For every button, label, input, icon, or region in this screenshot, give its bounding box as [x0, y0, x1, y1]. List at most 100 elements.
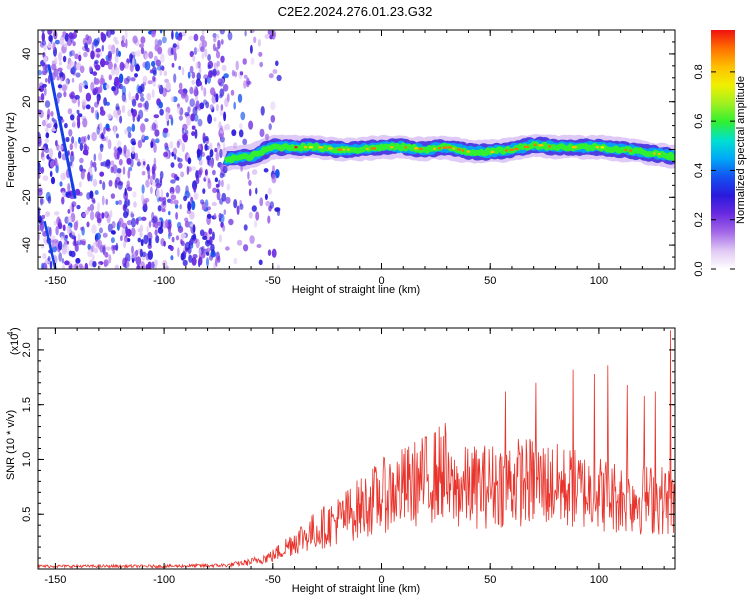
noise-blob — [119, 83, 123, 90]
noise-blob — [40, 221, 44, 232]
noise-blob — [152, 216, 158, 224]
noise-blob — [130, 138, 136, 145]
noise-blob — [146, 166, 150, 171]
spectrogram-panel: -150 -100 -50 0 50 100 -40 -20 0 20 40 Height of s… — [5, 29, 676, 296]
x-tick-label: 0 — [378, 275, 384, 287]
noise-blob — [121, 35, 125, 43]
noise-blob — [124, 187, 127, 196]
noise-blob — [259, 61, 264, 68]
noise-blob — [92, 161, 97, 168]
noise-blob — [107, 52, 112, 61]
noise-blob — [126, 157, 132, 165]
noise-blob — [259, 197, 264, 207]
x-tick-label: 100 — [590, 574, 608, 586]
noise-blob — [65, 136, 70, 143]
noise-blob — [189, 86, 194, 95]
noise-blob — [118, 199, 123, 205]
noise-blob — [169, 186, 175, 195]
noise-blob — [123, 77, 130, 85]
noise-blob — [181, 250, 187, 260]
noise-blob — [121, 228, 127, 238]
noise-blob — [85, 34, 89, 41]
noise-blob — [101, 44, 105, 52]
noise-blob — [162, 259, 168, 268]
noise-blob — [141, 251, 147, 258]
snr-scale-exponent: 4 — [6, 331, 15, 336]
noise-blob — [100, 31, 104, 38]
colorbar-tick-label: 0.0 — [693, 261, 705, 276]
noise-blob — [59, 36, 65, 46]
noise-blob — [101, 134, 105, 140]
noise-blob — [206, 251, 210, 256]
noise-blob — [78, 181, 82, 188]
noise-blob — [194, 128, 198, 139]
noise-blob — [271, 30, 277, 38]
noise-blob — [105, 135, 109, 143]
noise-blob — [87, 134, 90, 141]
noise-blob — [187, 157, 192, 165]
noise-blob — [64, 234, 68, 239]
noise-blob — [94, 101, 99, 108]
noise-blob — [38, 182, 42, 187]
noise-blob — [154, 129, 160, 137]
noise-blob — [269, 201, 274, 209]
noise-blob — [75, 62, 82, 71]
noise-blob — [147, 231, 153, 242]
noise-blob — [238, 129, 244, 138]
ridge-peak — [366, 147, 369, 150]
noise-blob — [61, 191, 66, 196]
noise-blob — [143, 234, 149, 245]
noise-blob — [40, 93, 45, 101]
noise-blob — [102, 244, 106, 255]
noise-blob — [131, 98, 137, 107]
noise-blob — [77, 118, 81, 129]
noise-blob — [153, 114, 160, 119]
noise-blob — [80, 170, 85, 180]
noise-blob — [132, 191, 137, 198]
noise-blob — [137, 237, 142, 243]
noise-blob — [107, 30, 111, 38]
noise-blob — [49, 170, 53, 177]
noise-blob — [260, 106, 265, 116]
noise-blob — [141, 133, 145, 140]
noise-blob — [72, 32, 78, 39]
noise-blob — [137, 228, 143, 233]
noise-blob — [54, 56, 58, 63]
noise-blob — [49, 160, 55, 169]
ridge-peak — [418, 147, 423, 150]
noise-blob — [247, 171, 250, 180]
noise-blob — [220, 39, 224, 45]
noise-blob — [74, 53, 79, 60]
ridge-peak — [328, 147, 333, 150]
snr-background — [38, 328, 675, 569]
noise-blob — [157, 39, 163, 46]
noise-blob — [88, 65, 93, 73]
noise-blob — [149, 69, 154, 74]
noise-blob — [145, 179, 150, 188]
noise-blob — [122, 257, 127, 268]
noise-blob — [197, 169, 202, 178]
noise-blob — [110, 193, 116, 199]
noise-blob — [75, 257, 81, 264]
noise-blob — [87, 171, 91, 182]
noise-blob — [244, 30, 247, 37]
noise-blob — [235, 60, 239, 71]
noise-blob — [41, 83, 47, 88]
noise-blob — [157, 84, 161, 89]
noise-blob — [95, 48, 101, 53]
noise-blob — [193, 113, 199, 122]
noise-blob — [195, 177, 200, 185]
noise-blob — [57, 84, 63, 89]
noise-blob — [182, 133, 188, 143]
noise-blob — [94, 181, 97, 186]
noise-blob — [108, 74, 113, 81]
noise-blob — [126, 260, 130, 269]
noise-blob — [206, 206, 211, 211]
noise-blob — [77, 233, 81, 242]
noise-blob — [239, 203, 244, 210]
noise-blob — [151, 89, 155, 99]
noise-blob — [187, 71, 191, 79]
noise-blob — [204, 48, 208, 58]
colorbar: 0.0 0.2 0.4 0.6 0.8 Normalized spectral ampl… — [693, 30, 747, 277]
noise-blob — [69, 50, 73, 57]
